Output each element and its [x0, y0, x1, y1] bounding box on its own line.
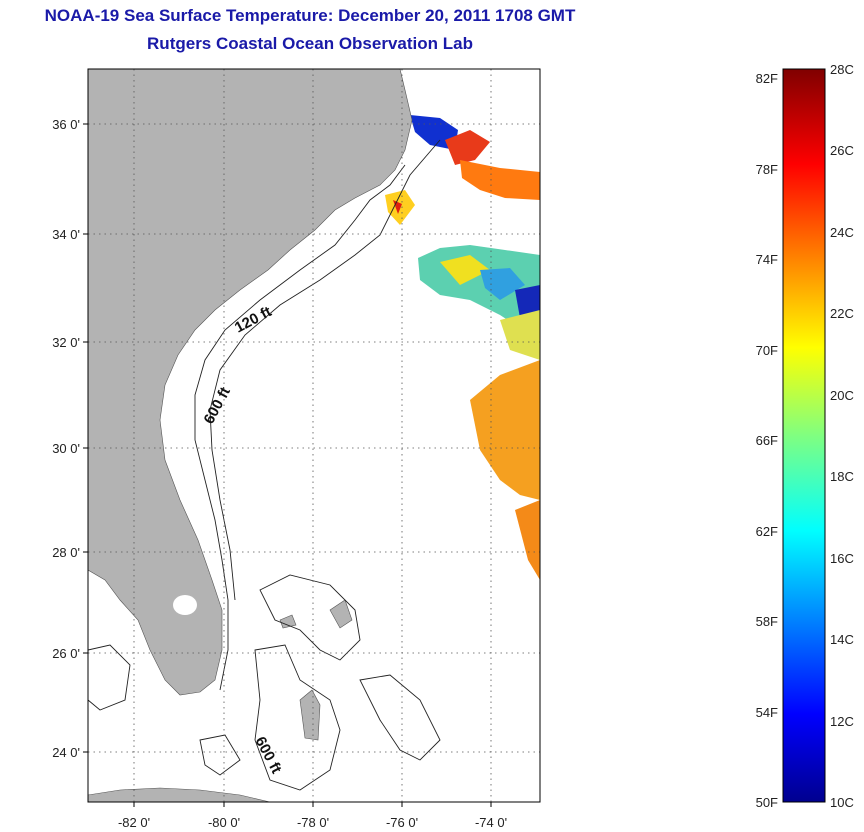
lon-label-80: -80 0'	[208, 815, 240, 830]
land-cuba	[88, 787, 271, 802]
colorbar-c-24: 24C	[830, 225, 854, 240]
colorbar-f-54: 54F	[756, 705, 778, 720]
land-bahamas	[279, 599, 353, 741]
lat-label-26: 26 0'	[52, 646, 80, 661]
colorbar-c-26: 26C	[830, 143, 854, 158]
colorbar-c-18: 18C	[830, 469, 854, 484]
colorbar-f-58: 58F	[756, 614, 778, 629]
lat-label-34: 34 0'	[52, 227, 80, 242]
colorbar-f-78: 78F	[756, 162, 778, 177]
colorbar-f-62: 62F	[756, 524, 778, 539]
lat-label-30: 30 0'	[52, 441, 80, 456]
colorbar-f-50: 50F	[756, 795, 778, 810]
colorbar-c-10: 10C	[830, 795, 854, 810]
colorbar-c-14: 14C	[830, 632, 854, 647]
lat-label-28: 28 0'	[52, 545, 80, 560]
colorbar-f-74: 74F	[756, 252, 778, 267]
colorbar-f-70: 70F	[756, 343, 778, 358]
lake-okeechobee	[173, 595, 197, 615]
colorbar-f-66: 66F	[756, 433, 778, 448]
colorbar-c-20: 20C	[830, 388, 854, 403]
colorbar-f-82: 82F	[756, 71, 778, 86]
map-frame	[87, 68, 541, 803]
lon-label-76: -76 0'	[386, 815, 418, 830]
graticule	[88, 69, 540, 802]
map-title: NOAA-19 Sea Surface Temperature: Decembe…	[44, 6, 576, 25]
bathymetry-contours	[88, 139, 441, 791]
colorbar-c-22: 22C	[830, 306, 854, 321]
lon-label-74: -74 0'	[475, 815, 507, 830]
colorbar-c-16: 16C	[830, 551, 854, 566]
lat-label-32: 32 0'	[52, 335, 80, 350]
colorbar-c-28: 28C	[830, 62, 854, 77]
colorbar-c-12: 12C	[830, 714, 854, 729]
lon-label-82: -82 0'	[118, 815, 150, 830]
colorbar	[782, 68, 826, 803]
land-florida-southeast-us	[88, 69, 413, 696]
lon-label-78: -78 0'	[297, 815, 329, 830]
lat-label-24: 24 0'	[52, 745, 80, 760]
lat-label-36: 36 0'	[52, 117, 80, 132]
map-ticks	[83, 123, 492, 807]
map-subtitle: Rutgers Coastal Ocean Observation Lab	[147, 34, 473, 53]
